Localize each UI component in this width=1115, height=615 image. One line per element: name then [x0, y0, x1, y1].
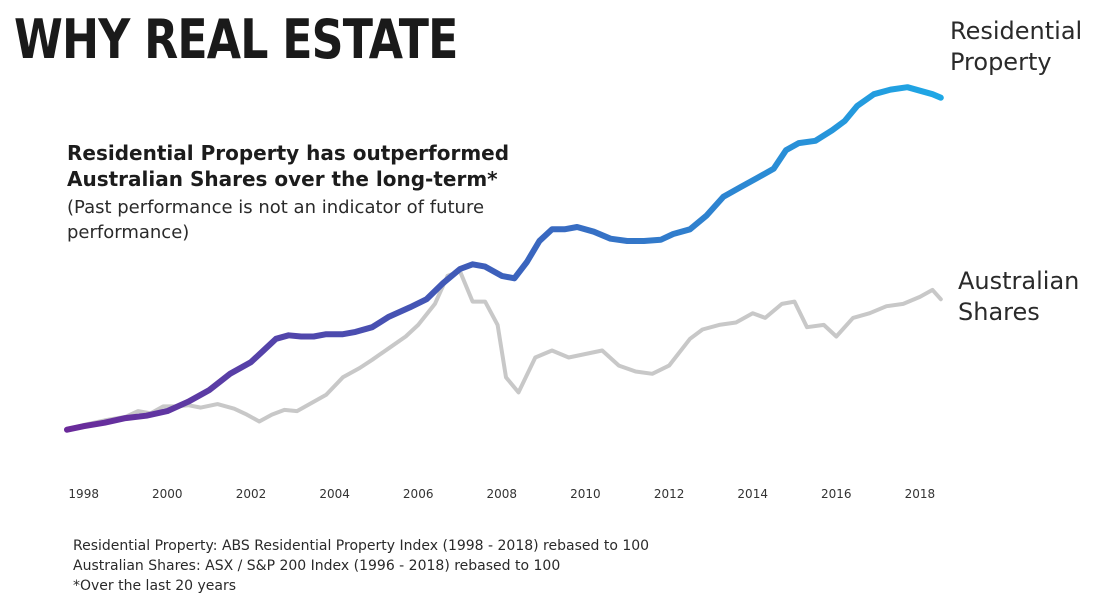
- x-tick-label: 2008: [487, 487, 518, 501]
- x-tick-label: 2006: [403, 487, 434, 501]
- x-tick-label: 2002: [236, 487, 267, 501]
- x-axis: 1998 2000 2002 2004 2006 2008 2010 2012 2014 2016…: [68, 487, 935, 501]
- source-note-property: Residential Property: ABS Residential Pr…: [73, 538, 650, 554]
- x-tick-label: 2012: [654, 487, 685, 501]
- chart-headline: Residential Property has outperformed Au…: [67, 141, 510, 191]
- series-layer: [64, 84, 944, 433]
- x-tick-label: 1998: [68, 487, 99, 501]
- source-note-footnote: *Over the last 20 years: [73, 578, 237, 594]
- series-line-australian-shares: [65, 269, 943, 432]
- source-note-shares: Australian Shares: ASX / S&P 200 Index (…: [73, 558, 561, 574]
- x-tick-label: 2018: [905, 487, 936, 501]
- series-label-shares-line1: Australian: [958, 267, 1079, 295]
- x-tick-label: 2014: [737, 487, 768, 501]
- page-title: WHY REAL ESTATE: [14, 8, 458, 71]
- series-label-property-line1: Residential: [950, 17, 1082, 45]
- source-notes: Residential Property: ABS Residential Pr…: [73, 536, 649, 596]
- series-label-shares-line2: Shares: [958, 298, 1040, 326]
- series-line-residential-property: [64, 84, 944, 433]
- x-tick-label: 2016: [821, 487, 852, 501]
- disclaimer-text: (Past performance is not an indicator of…: [67, 197, 485, 243]
- series-label-property-line2: Property: [950, 48, 1052, 76]
- x-tick-label: 2000: [152, 487, 183, 501]
- x-tick-label: 2010: [570, 487, 601, 501]
- x-tick-label: 2004: [319, 487, 350, 501]
